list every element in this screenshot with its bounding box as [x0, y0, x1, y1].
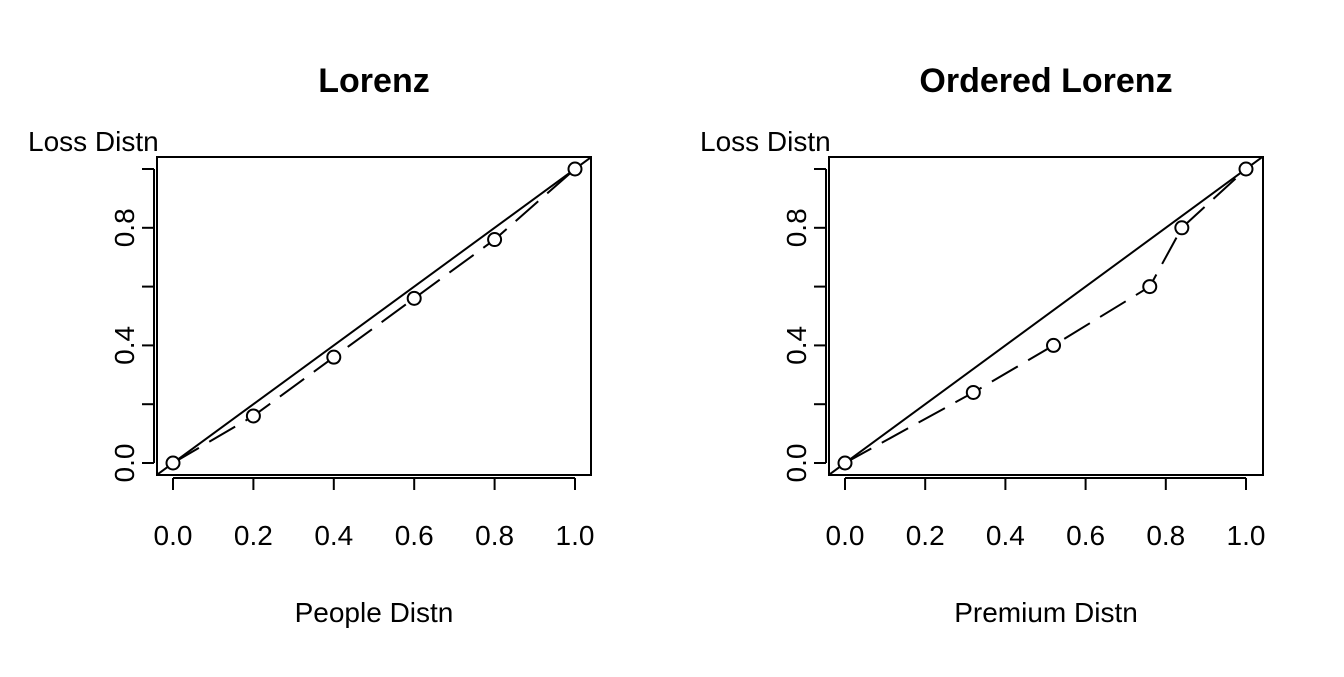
y-axis-label: Loss Distn: [28, 126, 159, 157]
y-tick-label: 0.8: [109, 208, 140, 247]
plot-frame: [156, 156, 592, 476]
data-point: [1142, 279, 1158, 295]
data-point: [406, 290, 422, 306]
x-tick-label: 0.6: [395, 520, 434, 551]
y-axis-label: Loss Distn: [700, 126, 831, 157]
data-point: [965, 384, 981, 400]
x-tick-label: 0.4: [986, 520, 1025, 551]
x-tick-label: 0.2: [906, 520, 945, 551]
x-tick-label: 1.0: [1227, 520, 1266, 551]
x-axis-label: Premium Distn: [954, 597, 1138, 628]
data-point: [1174, 220, 1190, 236]
y-tick-label: 0.0: [781, 444, 812, 483]
x-axis-label: People Distn: [295, 597, 454, 628]
x-tick-label: 1.0: [556, 520, 595, 551]
data-point: [487, 232, 503, 248]
plot-frame: [828, 156, 1264, 476]
panel-lorenz: Lorenz Loss Distn People Distn 0.0 0.2 0.4…: [28, 62, 594, 628]
data-point: [837, 455, 853, 471]
x-tick-label: 0.4: [314, 520, 353, 551]
data-point: [245, 408, 261, 424]
data-point: [1238, 161, 1254, 177]
chart-title: Lorenz: [318, 62, 429, 100]
data-point: [567, 161, 583, 177]
data-point: [165, 455, 181, 471]
panel-ordered-lorenz: Ordered Lorenz Loss Distn Premium Distn …: [700, 62, 1265, 628]
y-tick-label: 0.4: [781, 326, 812, 365]
data-point: [326, 349, 342, 365]
data-point: [1046, 337, 1062, 353]
x-tick-label: 0.2: [234, 520, 273, 551]
y-tick-label: 0.8: [781, 208, 812, 247]
chart-title: Ordered Lorenz: [919, 62, 1172, 100]
equality-line: [156, 156, 592, 476]
x-tick-label: 0.0: [826, 520, 865, 551]
y-tick-label: 0.0: [109, 444, 140, 483]
equality-line: [828, 156, 1263, 476]
x-tick-label: 0.6: [1066, 520, 1105, 551]
x-tick-label: 0.0: [154, 520, 193, 551]
x-tick-label: 0.8: [475, 520, 514, 551]
x-tick-label: 0.8: [1146, 520, 1185, 551]
lorenz-curve-line: [844, 168, 1247, 464]
y-tick-label: 0.4: [109, 326, 140, 365]
